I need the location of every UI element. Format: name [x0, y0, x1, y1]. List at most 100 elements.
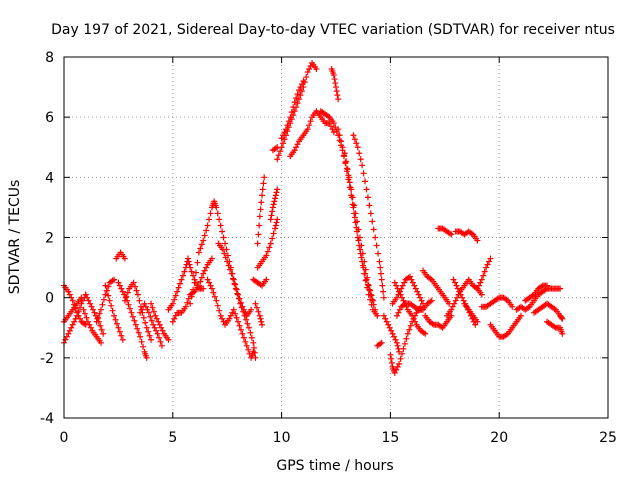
series-sat-ab — [328, 66, 342, 103]
chart-title: Day 197 of 2021, Sidereal Day-to-day VTE… — [51, 22, 615, 38]
data-point — [207, 282, 214, 289]
data-point — [76, 315, 83, 322]
x-tick-label: 15 — [381, 430, 399, 446]
data-point — [287, 114, 294, 121]
data-point — [224, 258, 231, 265]
data-point — [240, 334, 247, 341]
data-point — [194, 259, 201, 266]
data-point — [158, 324, 165, 331]
data-point — [451, 300, 458, 307]
data-point — [188, 293, 195, 300]
data-point — [238, 304, 245, 311]
y-tick-label: 6 — [45, 110, 54, 126]
data-point — [229, 309, 236, 316]
data-point — [354, 234, 361, 241]
data-point — [181, 268, 188, 275]
data-point — [78, 294, 85, 301]
series-sat-ai — [389, 273, 427, 307]
data-point — [270, 230, 277, 237]
data-point — [157, 338, 164, 345]
data-point — [412, 285, 419, 292]
series-sat-an — [435, 225, 455, 238]
data-point — [351, 136, 358, 143]
data-point — [140, 343, 147, 350]
data-point — [387, 351, 394, 358]
data-point — [119, 288, 126, 295]
data-point — [333, 88, 340, 95]
data-point — [121, 297, 128, 304]
data-point — [134, 291, 141, 298]
data-point — [97, 322, 104, 329]
data-point — [227, 266, 234, 273]
data-point — [138, 338, 145, 345]
data-point — [175, 284, 182, 291]
data-point — [100, 330, 107, 337]
x-axis-ticks: 0 5 10 15 20 25 — [60, 57, 617, 446]
data-point — [86, 321, 93, 328]
data-point — [93, 318, 100, 325]
data-point — [150, 321, 157, 328]
series-sat-aj — [391, 279, 429, 337]
data-point — [313, 66, 320, 73]
data-point — [122, 294, 129, 301]
data-point — [278, 135, 285, 142]
data-point — [459, 294, 466, 301]
data-point — [232, 310, 239, 317]
data-point — [66, 291, 73, 298]
series-sat-v — [267, 186, 281, 223]
data-point — [327, 123, 334, 130]
data-point — [152, 312, 159, 319]
data-point — [544, 282, 551, 289]
data-point — [487, 255, 494, 262]
series-sat-k — [137, 300, 165, 349]
data-point — [193, 269, 200, 276]
data-point — [517, 312, 524, 319]
data-point — [230, 306, 237, 313]
data-point — [158, 342, 165, 349]
data-point — [368, 292, 375, 299]
data-point — [334, 92, 341, 99]
data-point — [332, 80, 339, 87]
data-point — [227, 312, 234, 319]
data-point — [143, 324, 150, 331]
data-point — [131, 317, 138, 324]
data-point — [296, 96, 303, 103]
series-sat-i — [115, 279, 150, 361]
data-point — [362, 277, 369, 284]
data-point — [417, 294, 424, 301]
y-tick-label: 8 — [45, 50, 54, 66]
data-point — [298, 88, 305, 95]
data-point — [380, 294, 387, 301]
data-point — [367, 287, 374, 294]
data-point — [258, 199, 265, 206]
data-point — [414, 288, 421, 295]
data-point — [127, 305, 134, 312]
data-point — [206, 279, 213, 286]
data-point — [169, 300, 176, 307]
data-point — [235, 291, 242, 298]
data-point — [88, 303, 95, 310]
data-point — [187, 300, 194, 307]
data-point — [146, 332, 153, 339]
data-point — [388, 327, 395, 334]
data-point — [360, 264, 367, 271]
data-point — [257, 315, 264, 322]
data-point — [121, 255, 128, 262]
data-point — [147, 313, 154, 320]
series-sat-ar — [461, 300, 481, 325]
data-point — [111, 276, 118, 283]
data-point — [69, 297, 76, 304]
data-point — [148, 300, 155, 307]
data-point — [451, 279, 458, 286]
data-point — [245, 346, 252, 353]
data-point — [115, 324, 122, 331]
data-point — [210, 289, 217, 296]
data-point — [118, 332, 125, 339]
data-point — [135, 329, 142, 336]
data-point — [232, 281, 239, 288]
data-point — [339, 144, 346, 151]
data-point — [396, 288, 403, 295]
data-point — [184, 299, 191, 306]
y-tick-label: 2 — [45, 231, 54, 247]
